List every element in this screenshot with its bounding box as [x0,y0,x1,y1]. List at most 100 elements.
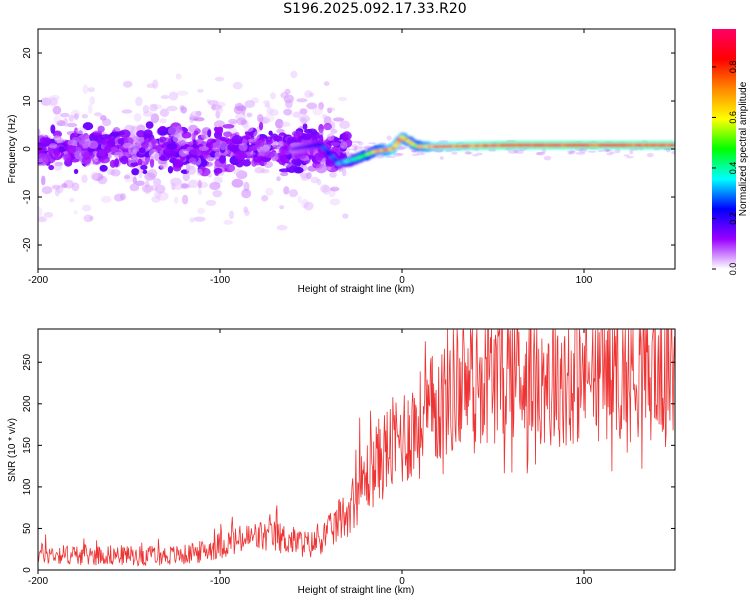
spectrogram-cell [71,182,80,192]
spectrogram-cell [351,140,362,144]
spectrogram-cell [152,79,159,89]
spectrogram-cell [99,134,112,140]
spectrogram-cell [142,169,148,174]
spectrogram-cell [188,157,197,164]
spectrogram-cell [82,122,94,131]
spectrogram-cell [61,183,68,189]
spectrogram-ridge [288,132,675,170]
spectrogram-cell [180,183,189,189]
spectrogram-cell [330,128,338,134]
spectrogram-y-tick-label: 10 [22,95,33,107]
spectrogram-cell [614,148,621,154]
spectrogram-cell [122,80,133,88]
spectrogram-cell [302,123,308,130]
spectrogram-cell [214,126,224,136]
spectrogram-cell [329,198,341,206]
spectrogram-cell [216,139,221,147]
spectrogram-cell [166,142,178,150]
spectrogram-cell [273,135,283,142]
spectrogram-cell [329,186,340,192]
spectrogram-cell [122,142,133,149]
spectrogram-cell [88,140,99,149]
spectrogram-cell [329,171,337,178]
spectrogram-cell [228,210,234,220]
spectrogram-cell [123,136,134,146]
spectrogram-cell [101,139,109,146]
spectrogram-cell [179,105,185,111]
spectrogram-y-tick-label: 0 [22,146,33,152]
spectrogram-cell [243,125,254,133]
spectrogram-cell [181,194,189,205]
spectrogram-cell [610,151,616,154]
spectrogram-x-tick-label: 100 [576,275,593,286]
spectrogram-cell [186,165,197,176]
spectrogram-cell [210,104,223,111]
spectrogram-ridge-core [392,144,399,148]
spectrogram-cell [353,147,358,152]
spectrogram-cell [319,128,324,138]
spectrogram-cell [337,96,348,101]
spectrogram-cell [76,127,87,135]
spectrogram-cell [149,158,155,168]
spectrogram-cell [280,171,289,177]
spectrogram-cell [141,184,154,193]
spectrogram-cell [214,76,225,82]
spectrogram-cell [464,151,471,155]
spectrogram-cell [172,164,182,172]
spectrogram-cell [156,191,169,201]
spectrogram-cell [137,158,143,166]
spectrogram-cell [53,161,63,171]
spectrogram-cell [53,115,61,124]
spectrogram-cell [99,164,108,172]
spectrogram-cell [142,104,150,114]
spectrogram-cell [339,120,351,129]
spectrogram-cell [323,122,332,131]
spectrogram-cell [42,137,52,146]
spectrogram-cell [215,106,224,114]
spectrogram-cell [59,112,70,118]
spectrogram-cell [292,111,302,118]
spectrogram-cell [270,92,276,100]
spectrogram-cell [411,153,419,156]
spectrogram-cell [276,224,288,231]
spectrogram-cell [234,150,247,160]
spectrogram-cell [151,137,156,148]
spectrogram-cell [330,141,341,147]
spectrogram-cell [175,73,182,80]
spectrogram-cell [606,152,613,156]
spectrogram-cell [38,215,46,221]
spectrogram-cell [646,152,654,158]
spectrogram-cell [170,177,182,187]
snr-y-tick-label: 200 [22,395,33,412]
spectrogram-cell [153,178,162,186]
spectrogram-cell [173,196,179,205]
spectrogram-cell [160,154,165,160]
spectrogram-cell [288,189,299,198]
spectrogram-cell [73,113,79,120]
spectrogram-cell [82,84,89,95]
snr-y-ticks: 0 50 100 150 200 250 [22,353,675,573]
spectrogram-cell [218,155,227,164]
spectrogram-cell [306,102,318,110]
spectrogram-cell [53,135,61,141]
spectrogram-cell [310,176,319,184]
spectrogram-cell [90,171,99,180]
spectrogram-cell [160,95,170,100]
spectrogram-cell [264,151,276,159]
spectrogram-cell [178,148,188,157]
spectrogram-y-ticks: -20 -10 0 10 20 [22,47,675,252]
spectrogram-cell [330,121,336,131]
spectrogram-cell [73,168,79,174]
spectrogram-cell [291,158,302,166]
spectrogram-cell [326,133,335,141]
snr-y-tick-label: 0 [22,567,33,573]
spectrogram-cell [276,176,281,182]
spectrogram-cell [41,186,53,195]
spectrogram-cell [121,109,133,114]
spectrogram-cell [255,139,265,148]
spectrogram-cell [318,101,324,111]
spectrogram-cell [54,161,63,167]
spectrogram-cell [342,213,349,219]
spectrogram-cell [140,164,148,170]
spectrogram-cell [135,96,143,107]
